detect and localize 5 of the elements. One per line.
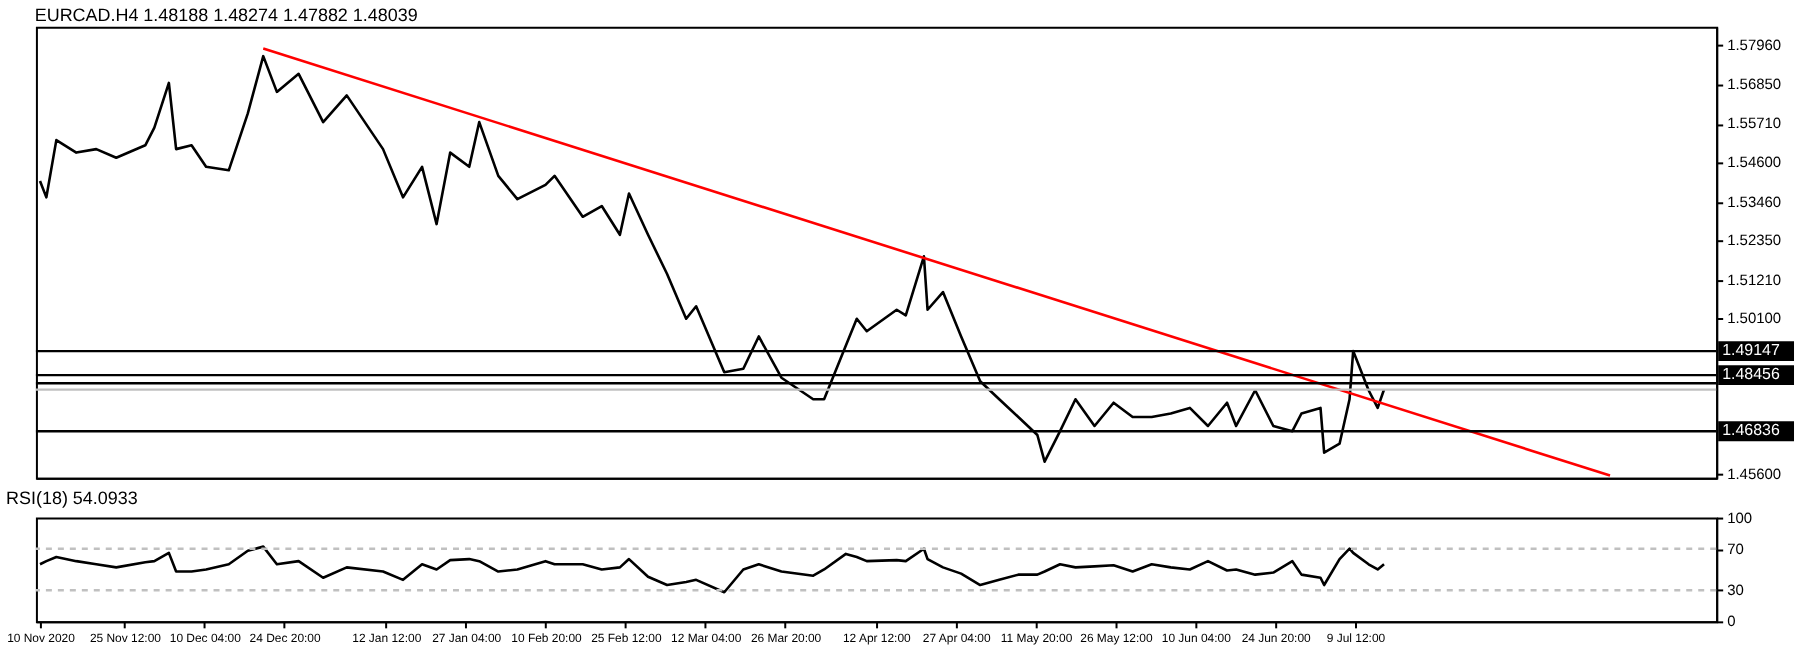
chart-title: EURCAD.H4 1.48188 1.48274 1.47882 1.48039 (34, 4, 418, 25)
ref-line-label: 1.46836 (1722, 421, 1781, 440)
chart-title: RSI(18) 54.0933 (6, 487, 138, 508)
ref-line-label: 1.48456 (1722, 365, 1781, 384)
ref-line-label: 1.49147 (1722, 341, 1781, 360)
